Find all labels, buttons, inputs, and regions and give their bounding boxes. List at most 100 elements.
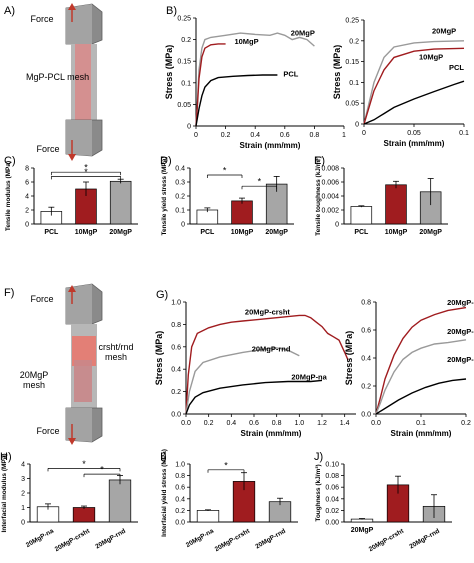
x-tick-label: 0.1 (459, 130, 469, 137)
force-arrowhead-bottom (68, 154, 76, 161)
x-tick-label: 0 (362, 130, 366, 137)
y-tick-label: 0.8 (175, 473, 185, 480)
significance-mark: * (82, 459, 86, 469)
significance-mark: * (84, 167, 88, 177)
x-tick-label: 0.0 (181, 420, 191, 427)
y-axis-label: Toughness (kJ/m³) (315, 464, 322, 521)
y-tick-label: 0.4 (175, 166, 185, 173)
y-tick-label: 0 (187, 124, 191, 131)
y-axis-label: Tensile toughness (kJ/m³) (315, 156, 322, 236)
x-tick-label: 0 (194, 132, 198, 139)
panel-letter-g1: G) (156, 289, 168, 301)
y-axis-label: Stress (MPa) (344, 331, 354, 386)
y-tick-label: 0.00 (325, 520, 339, 527)
y-tick-label: 3 (21, 476, 25, 483)
force-f-arrowhead-bottom (68, 438, 76, 445)
series-label: 20MgP-na (291, 372, 327, 381)
series-label: 10MgP (419, 53, 443, 62)
significance-mark: * (84, 163, 88, 173)
panel-f-schematic: F) Force Force 20MgP mesh crsht/rnd mesh (4, 283, 134, 445)
y-tick-label: 0.6 (361, 328, 371, 335)
category-label: 20MgP (351, 527, 374, 534)
mesh-f-label-right: crsht/rnd mesh (98, 342, 133, 362)
x-tick-label: 0.2 (221, 132, 231, 139)
y-axis-label: Interfacial modulus (MPa) (1, 453, 8, 532)
series-label: 20MgP-rnd (447, 327, 474, 336)
category-label: PCL (200, 229, 215, 236)
y-tick-label: 0.6 (175, 485, 185, 492)
x-tick-label: 1 (342, 132, 346, 139)
panel-letter-b1: B) (166, 5, 177, 17)
significance-mark: * (223, 166, 227, 176)
panel-letter-i: I) (160, 451, 167, 463)
y-tick-label: 2 (25, 208, 29, 215)
y-tick-label: 0.10 (325, 462, 339, 469)
x-tick-label: 0.2 (204, 420, 214, 427)
y-tick-label: 0.25 (177, 16, 191, 23)
y-tick-label: 6 (25, 180, 29, 187)
series-line-20mgp-crsht (375, 306, 467, 415)
y-tick-label: 0.2 (171, 389, 181, 396)
category-label: 10MgP (75, 229, 98, 236)
y-tick-label: 0.0 (175, 520, 185, 527)
y-tick-label: 0.8 (361, 300, 371, 307)
y-tick-label: 0.4 (175, 496, 185, 503)
series-label: PCL (283, 69, 298, 78)
significance-mark: * (224, 460, 228, 470)
chart-g2: 0.0 0.2 0.4 0.6 0.8 Stress (MPa) 0.0 0.1 0.2 Stra… (344, 298, 474, 438)
series-line-20mgp-crsht (185, 314, 349, 415)
y-tick-label: 0.1 (349, 80, 359, 87)
series-line-pcl (195, 74, 278, 127)
y-tick-label: 0.4 (361, 356, 371, 363)
series-line-10mgp (363, 47, 465, 125)
y-tick-label: 1.0 (171, 300, 181, 307)
force-label-top: Force (30, 14, 53, 24)
panel-letter-c: C) (4, 155, 16, 167)
y-tick-label: 8 (25, 166, 29, 173)
chart-d: D) 0 0.1 0.2 0.3 0.4 Tensile yield stress (MPa… (160, 155, 294, 236)
y-tick-label: 0.004 (321, 194, 339, 201)
y-axis-label: Interfacial yield stress (MPa) (161, 449, 168, 537)
x-tick-label: 0.0 (371, 420, 381, 427)
force-f-label-bottom: Force (36, 426, 59, 436)
y-tick-label: 0.15 (177, 59, 191, 66)
mesh-f-label-left: 20MgP mesh (20, 370, 49, 390)
specimen-f-bottom-grip-face (66, 408, 92, 442)
y-tick-label: 0.2 (181, 37, 191, 44)
y-tick-label: 0.3 (175, 180, 185, 187)
series-line-20mgp-na (185, 379, 323, 415)
category-label: 20MgP-na (185, 527, 215, 549)
y-tick-label: 0 (181, 222, 185, 229)
category-label: 10MgP (385, 229, 408, 236)
y-tick-label: 0.4 (171, 367, 181, 374)
category-label: 20MgP-crsht (54, 527, 92, 553)
y-tick-label: 0.04 (325, 496, 339, 503)
y-tick-label: 0 (335, 222, 339, 229)
category-label: 20MgP (265, 229, 288, 236)
x-tick-label: 0.8 (310, 132, 320, 139)
category-label: PCL (354, 229, 369, 236)
y-tick-label: 0.6 (171, 344, 181, 351)
series-label: 10MgP (234, 37, 258, 46)
bar-10mgp (231, 200, 253, 225)
x-tick-label: 0.1 (416, 420, 426, 427)
y-tick-label: 0 (21, 520, 25, 527)
y-tick-label: 0.25 (345, 18, 359, 25)
y-axis-label: Tensile modulus (MPa) (5, 161, 12, 231)
x-tick-label: 0.6 (280, 132, 290, 139)
x-axis-label: Strain (mm/mm) (240, 141, 301, 150)
panel-f-letter: F) (4, 287, 14, 299)
y-tick-label: 0.06 (325, 485, 339, 492)
chart-c: C) 0 2 4 6 8 Tensile modulus (MPa) PCL 10MgP 20Mg… (4, 155, 138, 236)
bar-20mgp (109, 180, 132, 225)
y-tick-label: 2 (21, 491, 25, 498)
y-tick-label: 0.15 (345, 59, 359, 66)
y-tick-label: 0.008 (321, 166, 339, 173)
series-line-10mgp (195, 43, 226, 127)
series-label: 20MgP-na (447, 355, 474, 364)
category-label: 20MgP-na (25, 527, 55, 549)
series-line-20mgp (363, 40, 465, 125)
